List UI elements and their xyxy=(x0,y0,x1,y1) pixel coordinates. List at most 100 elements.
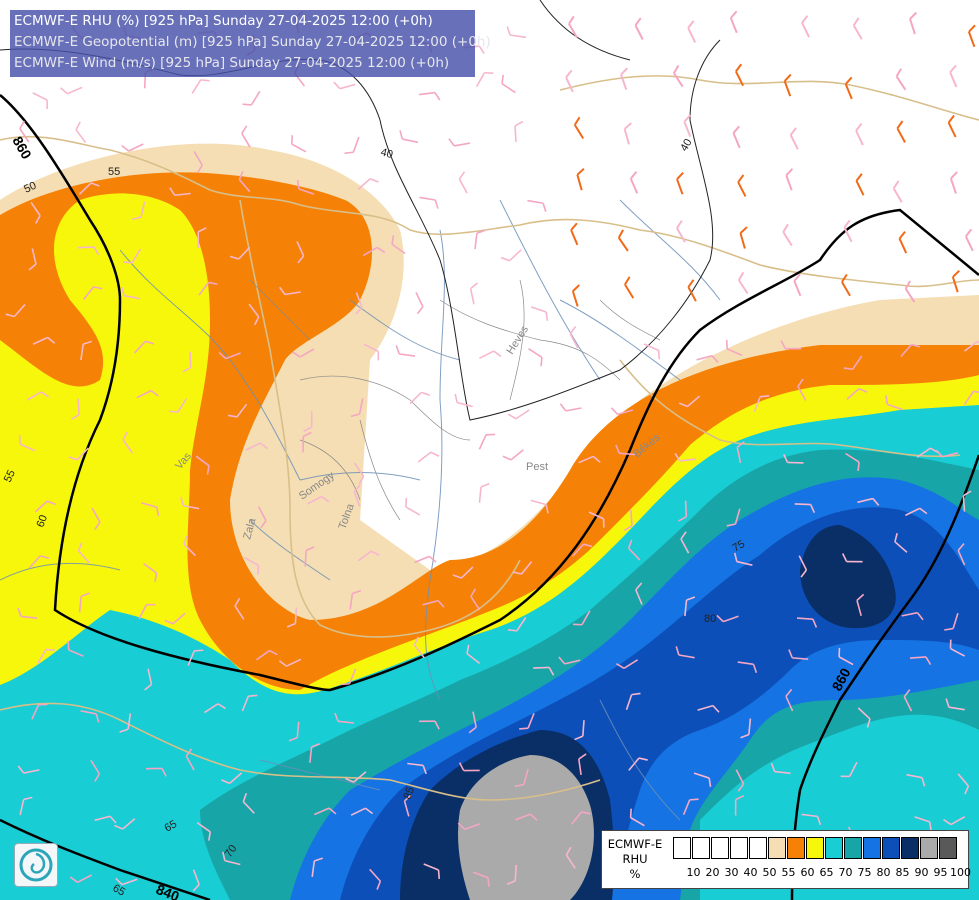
legend-swatch xyxy=(844,837,862,859)
wind-barb xyxy=(470,588,481,611)
wind-barb xyxy=(502,449,524,461)
wind-barb xyxy=(350,398,364,418)
wind-barb xyxy=(77,542,90,564)
wind-barb xyxy=(19,120,30,143)
wind-barb xyxy=(478,482,490,503)
wind-barb xyxy=(576,167,585,191)
wind-barb xyxy=(570,222,579,246)
wind-barb xyxy=(634,17,644,40)
wind-barb xyxy=(885,395,903,411)
wind-barb xyxy=(527,199,547,213)
label-r55a: 55 xyxy=(108,166,120,178)
place-pest: Pest xyxy=(526,461,548,473)
wind-barb xyxy=(218,351,241,360)
wind-barb xyxy=(334,712,355,724)
wind-barb xyxy=(785,688,794,712)
wind-barb xyxy=(856,593,865,617)
wind-barb xyxy=(733,552,753,566)
wind-barb xyxy=(278,658,302,667)
title-wind: ECMWF-E Wind (m/s) [925 hPa] Sunday 27-0… xyxy=(14,55,450,71)
wind-barb xyxy=(623,122,632,145)
label-r80: 80 xyxy=(704,613,716,625)
wind-barb xyxy=(944,613,959,631)
wind-barb xyxy=(780,340,802,350)
wind-barb xyxy=(798,555,808,578)
wind-barb xyxy=(904,280,916,303)
wind-barb xyxy=(500,249,522,262)
legend-label: 90 xyxy=(914,866,929,879)
wind-barb xyxy=(785,168,794,191)
wind-barb xyxy=(629,808,645,827)
small-contour-labels: 40 40 50 55 55 60 65 65 70 75 80 85 xyxy=(2,137,747,899)
label-r70: 70 xyxy=(223,843,240,860)
wind-barb xyxy=(739,226,748,249)
wind-barb xyxy=(288,721,300,742)
map-title-box: ECMWF-E RHU (%) [925 hPa] Sunday 27-04-2… xyxy=(10,10,491,77)
legend-swatch xyxy=(787,837,805,859)
wind-barb xyxy=(949,639,965,657)
wind-barb xyxy=(119,713,132,733)
wind-barb xyxy=(197,227,207,248)
wind-barb xyxy=(69,874,93,884)
wind-barb xyxy=(333,81,356,90)
wind-barb xyxy=(898,230,908,254)
wind-barb xyxy=(419,720,440,730)
legend-title-variable: RHU xyxy=(622,852,648,866)
wind-barb xyxy=(943,816,966,826)
wind-barb xyxy=(857,497,880,506)
wind-barb xyxy=(91,507,101,530)
legend-label: 100 xyxy=(950,866,971,879)
wind-barb xyxy=(624,276,635,299)
legend-label: 75 xyxy=(857,866,872,879)
wind-barb xyxy=(478,433,496,450)
wind-barb xyxy=(610,407,634,416)
wind-barb xyxy=(643,343,661,360)
wind-barb xyxy=(123,248,142,264)
legend-label: 70 xyxy=(838,866,853,879)
wind-barb xyxy=(80,340,92,361)
wind-barb xyxy=(291,135,307,153)
wind-barb xyxy=(32,92,48,109)
label-r75: 75 xyxy=(731,538,748,555)
legend-swatch xyxy=(768,837,786,859)
wind-barb xyxy=(957,773,970,795)
wind-barb xyxy=(896,120,906,143)
wind-barb xyxy=(399,130,419,144)
wind-barb xyxy=(34,500,56,513)
wind-barb xyxy=(314,807,337,816)
wind-barb xyxy=(530,306,549,321)
wind-barb xyxy=(228,403,248,418)
wind-barb xyxy=(697,704,720,713)
wind-barb xyxy=(132,201,146,221)
wind-barb xyxy=(345,771,367,783)
wind-barb xyxy=(841,553,863,563)
wind-barb xyxy=(841,273,851,297)
wind-barb xyxy=(296,179,315,195)
wind-barb xyxy=(687,20,697,43)
legend-label: 65 xyxy=(819,866,834,879)
wind-barb xyxy=(844,76,853,100)
regional-border-east xyxy=(619,359,961,458)
wind-barb xyxy=(628,757,648,771)
wind-barb xyxy=(615,659,639,669)
wind-barb xyxy=(221,772,243,785)
label-r65b: 65 xyxy=(111,882,128,899)
wind-barb xyxy=(796,617,818,628)
wind-barb xyxy=(843,219,853,243)
wind-barb xyxy=(734,794,745,816)
wind-barb xyxy=(143,562,158,582)
wind-barb xyxy=(303,411,313,432)
wind-barb xyxy=(964,228,974,252)
wind-barb xyxy=(620,67,628,91)
regional-border-south xyxy=(0,702,601,801)
wind-barb xyxy=(635,582,643,605)
wind-barb xyxy=(801,15,810,38)
wind-barb xyxy=(573,116,585,140)
place-zala: Zala xyxy=(241,516,258,541)
wind-barb xyxy=(507,409,530,420)
wind-barb xyxy=(951,269,960,293)
wind-barb xyxy=(740,718,752,739)
legend-label: 80 xyxy=(876,866,891,879)
wind-barb xyxy=(949,171,958,194)
wind-barb xyxy=(673,64,684,88)
